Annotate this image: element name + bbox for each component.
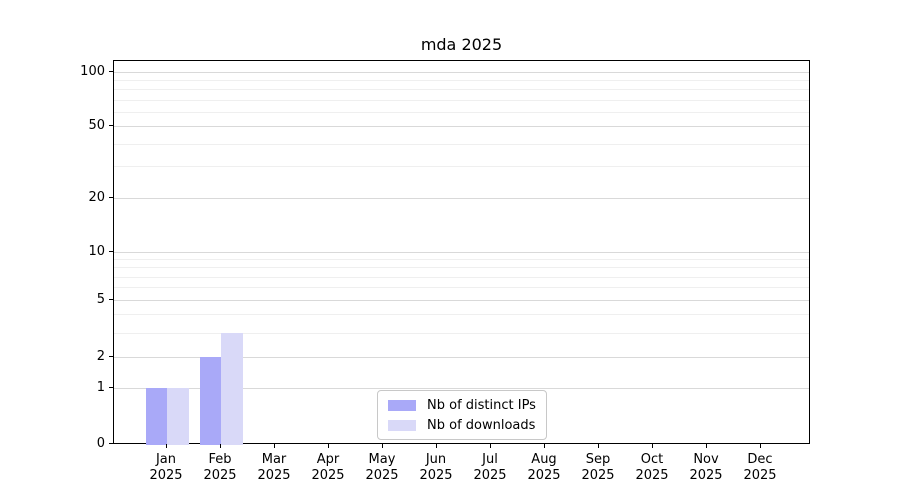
y-axis-tick-label: 50: [88, 117, 105, 133]
x-axis-tick-year: 2025: [365, 468, 399, 483]
y-tick-mark: [109, 251, 113, 253]
x-axis-tick-label: Aug 2025: [514, 452, 574, 484]
legend-swatch-downloads-icon: [388, 419, 416, 431]
grid-line-minor: [114, 333, 809, 334]
grid-line-minor: [114, 259, 809, 261]
x-axis-tick-label: Mar 2025: [244, 452, 304, 484]
x-axis-tick-year: 2025: [257, 468, 291, 483]
x-axis-tick-label: Apr 2025: [298, 452, 358, 484]
x-tick-mark: [652, 444, 654, 448]
grid-line-major: [114, 300, 809, 301]
x-axis-tick-year: 2025: [527, 468, 561, 483]
x-tick-mark: [220, 444, 222, 448]
legend-label-distinct-ips: Nb of distinct IPs: [427, 397, 536, 413]
y-axis-tick-label: 1: [96, 379, 105, 395]
grid-line-minor: [114, 267, 809, 269]
x-axis-tick-year: 2025: [689, 468, 723, 483]
grid-line-major: [114, 72, 809, 73]
y-axis-tick-label: 2: [96, 348, 105, 364]
grid-line-minor: [114, 314, 809, 316]
x-axis-tick-label: Nov 2025: [676, 452, 736, 484]
x-axis-tick-label: Oct 2025: [622, 452, 682, 484]
x-tick-mark: [274, 444, 276, 448]
grid-line-major: [114, 357, 809, 358]
x-tick-mark: [166, 444, 168, 448]
y-tick-mark: [109, 356, 113, 358]
y-tick-mark: [109, 443, 113, 445]
y-axis-tick-label: 0: [96, 435, 105, 451]
legend: Nb of distinct IPs Nb of downloads: [377, 390, 547, 440]
y-axis-tick-label: 10: [88, 243, 105, 259]
x-tick-mark: [598, 444, 600, 448]
y-tick-mark: [109, 125, 113, 127]
legend-item-downloads: Nb of downloads: [388, 417, 536, 433]
x-axis-tick-label: May 2025: [352, 452, 412, 484]
x-axis-tick-year: 2025: [581, 468, 615, 483]
x-axis-tick-label: Jul 2025: [460, 452, 520, 484]
bar-distinct-ips: [199, 357, 221, 445]
x-axis-tick-year: 2025: [473, 468, 507, 483]
x-axis-tick-year: 2025: [203, 468, 237, 483]
grid-line-minor: [114, 143, 809, 145]
x-axis-tick-year: 2025: [743, 468, 777, 483]
chart-title: mda 2025: [420, 35, 503, 54]
grid-line-minor: [114, 89, 809, 91]
bar-distinct-ips: [145, 388, 167, 445]
grid-line-major: [114, 252, 809, 253]
grid-line-minor: [114, 99, 809, 101]
x-axis-tick-label: Jan 2025: [136, 452, 196, 484]
grid-line-minor: [114, 80, 809, 82]
grid-line-minor: [114, 111, 809, 113]
y-tick-mark: [109, 387, 113, 389]
legend-label-downloads: Nb of downloads: [427, 417, 536, 433]
x-tick-mark: [382, 444, 384, 448]
x-axis-tick-label: Feb 2025: [190, 452, 250, 484]
x-tick-mark: [436, 444, 438, 448]
x-axis-tick-year: 2025: [311, 468, 345, 483]
x-axis-tick-label: Jun 2025: [406, 452, 466, 484]
grid-line-major: [114, 198, 809, 199]
bar-downloads: [167, 388, 189, 445]
y-tick-mark: [109, 197, 113, 199]
x-tick-mark: [760, 444, 762, 448]
y-tick-mark: [109, 71, 113, 73]
x-axis-tick-label: Sep 2025: [568, 452, 628, 484]
grid-line-major: [114, 126, 809, 127]
x-axis-tick-year: 2025: [149, 468, 183, 483]
x-axis-tick-year: 2025: [419, 468, 453, 483]
legend-item-distinct-ips: Nb of distinct IPs: [388, 397, 536, 413]
y-axis-tick-label: 20: [88, 189, 105, 205]
x-tick-mark: [490, 444, 492, 448]
y-axis-tick-label: 5: [96, 291, 105, 307]
y-axis-tick-label: 100: [80, 63, 105, 79]
grid-line-minor: [114, 166, 809, 168]
grid-line-major: [114, 388, 809, 389]
y-tick-mark: [109, 299, 113, 301]
x-tick-mark: [544, 444, 546, 448]
grid-line-minor: [114, 276, 809, 278]
x-axis-tick-label: Dec 2025: [730, 452, 790, 484]
legend-swatch-distinct-ips-icon: [388, 399, 416, 411]
plot-area: [113, 60, 810, 445]
x-tick-mark: [328, 444, 330, 448]
x-tick-mark: [706, 444, 708, 448]
bar-downloads: [221, 333, 243, 445]
grid-line-minor: [114, 287, 809, 289]
x-axis-tick-year: 2025: [635, 468, 669, 483]
